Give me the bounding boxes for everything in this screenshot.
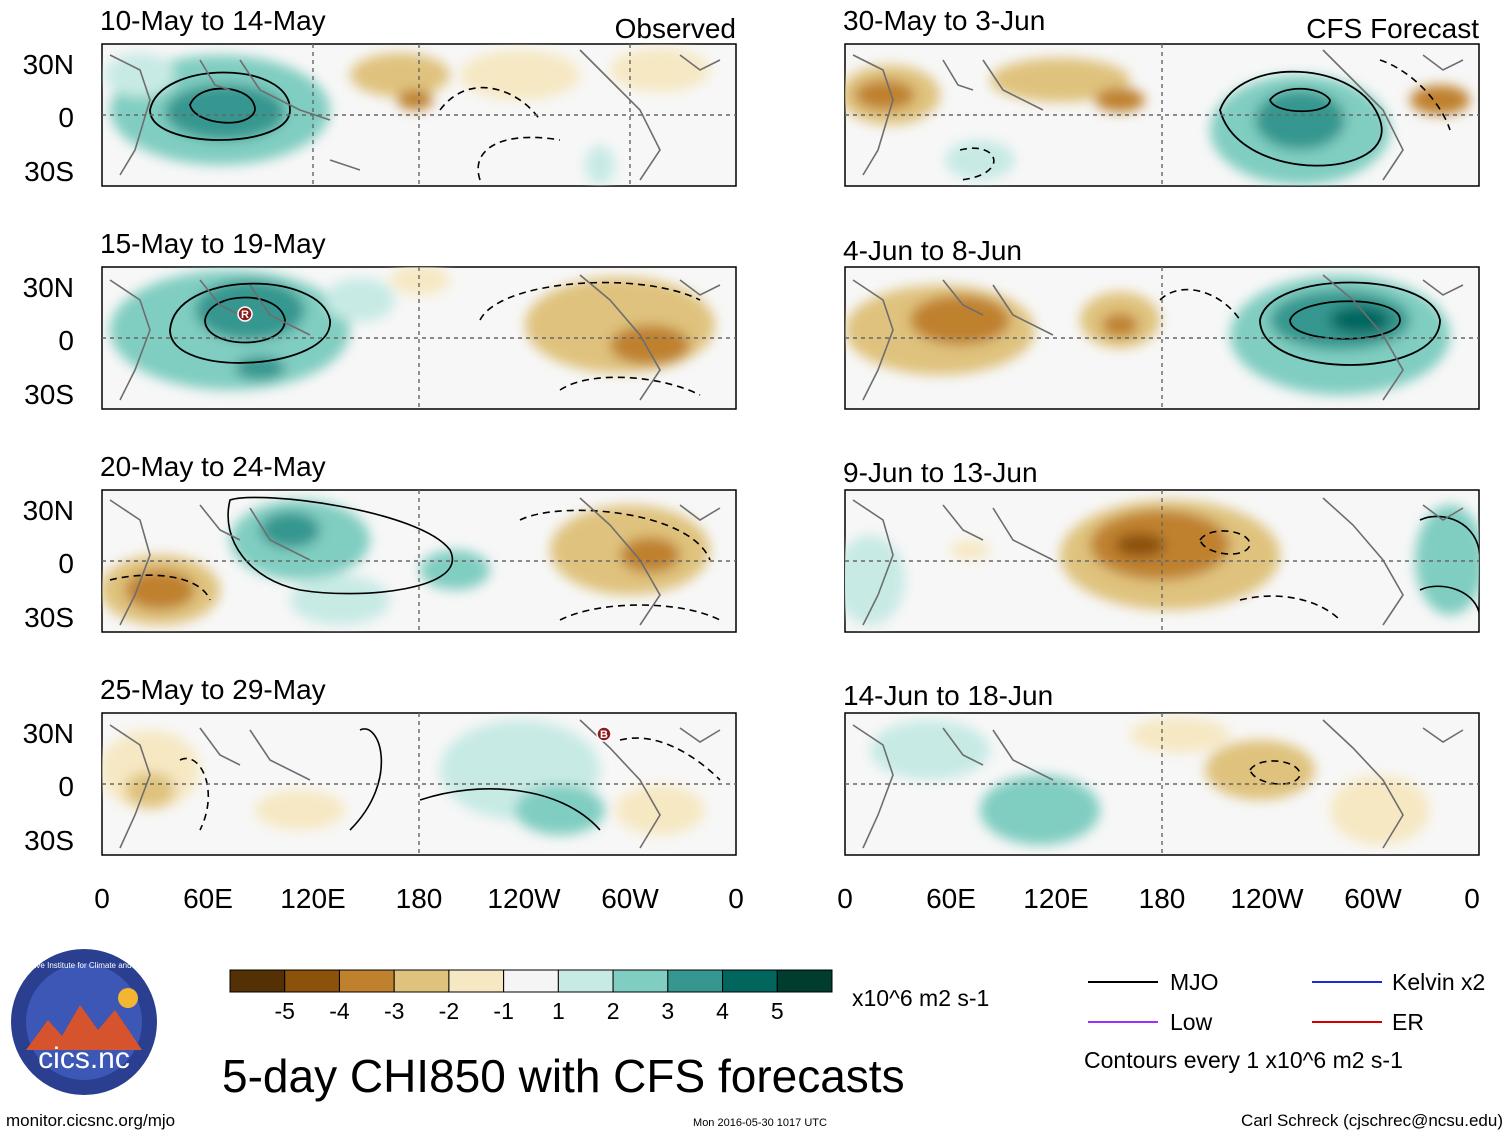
colorbar-label: 5 <box>771 998 784 1024</box>
panel-title-7: 14-Jun to 18-Jun <box>843 680 1053 711</box>
x-tick: 120E <box>1023 883 1088 914</box>
colorbar-swatch <box>284 969 340 993</box>
y-tick-0: 0 <box>58 325 74 356</box>
colorbar-label: -3 <box>384 998 404 1024</box>
chart-title: 5-day CHI850 with CFS forecasts <box>222 1050 905 1102</box>
x-tick: 60W <box>1344 883 1402 914</box>
panel-title-2: 20-May to 24-May <box>100 451 326 482</box>
colorbar-label: 4 <box>716 998 729 1024</box>
x-tick: 120E <box>280 883 345 914</box>
header-cfs-forecast: CFS Forecast <box>1306 13 1479 44</box>
panel-title-3: 25-May to 29-May <box>100 674 326 705</box>
colorbar-swatch <box>667 969 724 993</box>
map-panel-3: B <box>101 712 737 856</box>
colorbar: -5 -4 -3 -2 -1 1 2 3 4 5 <box>229 969 833 1024</box>
x-tick: 60W <box>601 883 659 914</box>
legend-label-low: Low <box>1170 1009 1213 1035</box>
x-tick: 0 <box>728 883 744 914</box>
x-tick: 60E <box>926 883 976 914</box>
contour-note: Contours every 1 x10^6 m2 s-1 <box>1084 1047 1403 1073</box>
colorbar-label: 3 <box>661 998 674 1024</box>
x-tick: 0 <box>94 883 110 914</box>
colorbar-label: -4 <box>329 998 350 1024</box>
panel-title-6: 9-Jun to 13-Jun <box>843 457 1038 488</box>
legend-label-kelvin: Kelvin x2 <box>1392 969 1485 995</box>
x-tick: 0 <box>1464 883 1480 914</box>
panel-title-5: 4-Jun to 8-Jun <box>843 235 1022 266</box>
colorbar-swatch <box>229 969 286 993</box>
footer-author: Carl Schreck (cjschrec@ncsu.edu) <box>1241 1111 1503 1130</box>
map-panel-7 <box>844 712 1480 856</box>
y-tick-30s: 30S <box>24 379 74 410</box>
y-tick-30n: 30N <box>23 49 74 80</box>
svg-text:R: R <box>241 309 249 321</box>
y-ticks-row-1: 30N 0 30S <box>23 272 74 410</box>
panel-title-0: 10-May to 14-May <box>100 5 326 36</box>
colorbar-swatch <box>338 969 395 993</box>
colorbar-label: -5 <box>275 998 295 1024</box>
map-panel-0 <box>101 43 737 187</box>
contour-legend: MJO Kelvin x2 Low ER Contours every 1 x1… <box>1084 969 1485 1073</box>
x-ticks-left: 0 60E 120E 180 120W 60W 0 <box>94 883 744 914</box>
colorbar-swatch <box>557 969 614 993</box>
colorbar-units: x10^6 m2 s-1 <box>852 985 989 1011</box>
x-tick: 120W <box>487 883 561 914</box>
coastlines <box>109 49 721 181</box>
y-ticks-row-3: 30N 0 30S <box>23 718 74 856</box>
y-tick-30n: 30N <box>23 718 74 749</box>
colorbar-swatch <box>722 969 778 993</box>
y-tick-0: 0 <box>58 771 74 802</box>
colorbar-swatch <box>393 969 450 993</box>
colorbar-label: 1 <box>552 998 565 1024</box>
footer-timestamp: Mon 2016-05-30 1017 UTC <box>693 1117 827 1129</box>
map-panel-6 <box>844 489 1480 633</box>
x-tick: 60E <box>183 883 233 914</box>
x-tick: 180 <box>1139 883 1186 914</box>
x-tick: 180 <box>396 883 443 914</box>
y-tick-30n: 30N <box>23 495 74 526</box>
cics-logo: Cooperative Institute for Climate and Sa… <box>2 949 167 1095</box>
colorbar-label: -2 <box>439 998 459 1024</box>
y-tick-30s: 30S <box>24 156 74 187</box>
logo-arc-text: Cooperative Institute for Climate and Sa… <box>2 961 167 970</box>
svg-text:B: B <box>600 729 608 741</box>
colorbar-swatch <box>503 969 559 993</box>
y-tick-30n: 30N <box>23 272 74 303</box>
x-tick: 120W <box>1230 883 1304 914</box>
x-ticks-right: 0 60E 120E 180 120W 60W 0 <box>837 883 1480 914</box>
marker-r: R <box>237 306 253 322</box>
y-tick-0: 0 <box>58 548 74 579</box>
colorbar-swatch <box>612 969 669 993</box>
map-panel-1: R <box>101 266 737 410</box>
x-tick: 0 <box>837 883 853 914</box>
colorbar-swatch <box>448 969 505 993</box>
marker-b: B <box>596 726 612 742</box>
colorbar-label: -1 <box>493 998 513 1024</box>
y-tick-30s: 30S <box>24 602 74 633</box>
map-panel-4 <box>844 43 1480 187</box>
y-ticks-row-2: 30N 0 30S <box>23 495 74 633</box>
y-tick-0: 0 <box>58 102 74 133</box>
footer-url: monitor.cicsnc.org/mjo <box>6 1111 175 1130</box>
legend-label-er: ER <box>1392 1009 1424 1035</box>
y-ticks-row-0: 30N 0 30S <box>23 49 74 187</box>
y-tick-30s: 30S <box>24 825 74 856</box>
header-observed: Observed <box>615 13 736 44</box>
legend-label-mjo: MJO <box>1170 969 1219 995</box>
colorbar-swatch <box>776 969 833 993</box>
map-panel-5 <box>844 266 1480 410</box>
panel-title-1: 15-May to 19-May <box>100 228 326 259</box>
map-panel-2 <box>101 489 737 633</box>
colorbar-label: 2 <box>607 998 620 1024</box>
panel-title-4: 30-May to 3-Jun <box>843 5 1045 36</box>
logo-text: cics.nc <box>38 1042 130 1075</box>
